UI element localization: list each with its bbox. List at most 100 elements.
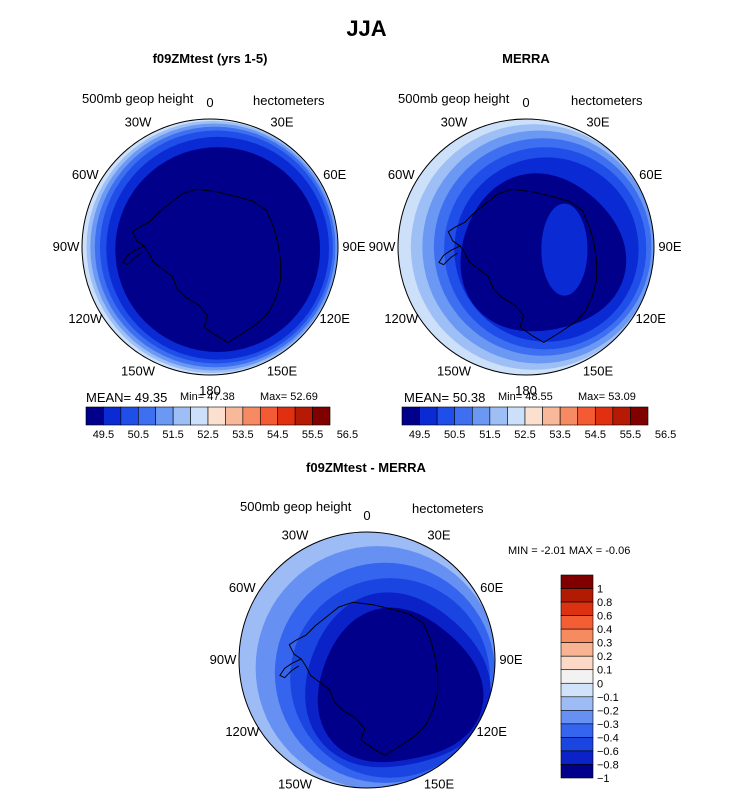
- obs-lon-label: 60E: [639, 167, 662, 182]
- model-colorbar-tick: 50.5: [128, 429, 149, 441]
- stats-minmax-diff: MIN = -2.01 MAX = -0.06: [508, 545, 630, 557]
- diff-lon-label: 150E: [424, 777, 455, 792]
- diff-colorbar-tick: −0.2: [597, 705, 619, 717]
- diff-colorbar-cell: [560, 628, 594, 643]
- diff-colorbar-tick: −1: [597, 773, 610, 785]
- obs-lon-label: 60W: [388, 167, 415, 182]
- panel-title-diff: f09ZMtest - MERRA: [306, 460, 426, 475]
- model-lon-label: 90E: [342, 239, 365, 254]
- stats-min-value: 48.55: [525, 391, 553, 403]
- diff-lon-label: 90E: [499, 652, 522, 667]
- model-map-boundary: [81, 118, 339, 376]
- stats-mean-value: 50.38: [452, 390, 486, 405]
- obs-colorbar-tick: 53.5: [549, 429, 570, 441]
- model-lon-label: 120W: [68, 311, 103, 326]
- model-colorbar-tick: 51.5: [162, 429, 183, 441]
- diff-colorbar-tick: 0.6: [597, 611, 612, 623]
- obs-lon-label: 30W: [441, 114, 468, 129]
- model-lon-label: 60E: [323, 167, 346, 182]
- obs-colorbar-tick: 50.5: [444, 429, 465, 441]
- diff-colorbar-tick: −0.1: [597, 692, 619, 704]
- diff-lon-label: 60E: [480, 580, 503, 595]
- model-colorbar-tick: 52.5: [197, 429, 218, 441]
- stats-max-label: Max=: [260, 391, 288, 403]
- stats-min-value: -2.01: [540, 545, 566, 557]
- obs-lon-label: 120W: [384, 311, 419, 326]
- units-label-model: hectometers: [253, 93, 325, 108]
- diff-lon-label: 120W: [225, 724, 260, 739]
- model-contour-band: [115, 147, 321, 352]
- stats-min-label: MIN =: [508, 545, 538, 557]
- stats-min-value: 47.38: [207, 391, 235, 403]
- stats-max-value: -0.06: [605, 545, 631, 557]
- obs-colorbar-tick: 51.5: [479, 429, 500, 441]
- stats-max-label: Max=: [578, 391, 606, 403]
- model-lon-label: 120E: [320, 311, 351, 326]
- diff-colorbar-cell: [560, 682, 594, 698]
- diff-colorbar-tick: 0: [597, 678, 603, 690]
- diff-colorbar-cell: [560, 669, 594, 684]
- model-colorbar-tick: 55.5: [302, 429, 323, 441]
- obs-lon-label: 30E: [586, 114, 609, 129]
- model-lon-label: 60W: [72, 167, 99, 182]
- diff-colorbar-cell: [560, 750, 594, 765]
- obs-contour-band: [541, 203, 588, 296]
- obs-coastline: [447, 188, 598, 343]
- diff-colorbar-cell: [560, 764, 594, 779]
- panel-title-model: f09ZMtest (yrs 1-5): [152, 51, 268, 66]
- stats-min-label: Min=: [498, 391, 523, 403]
- obs-lon-label: 150W: [437, 364, 472, 379]
- diff-lon-label: 30W: [282, 527, 309, 542]
- model-lon-label: 150W: [121, 364, 156, 379]
- field-label-model: 500mb geop height: [82, 91, 194, 106]
- diff-colorbar-tick: 0.8: [597, 597, 612, 609]
- stats-mean-label: MEAN=: [86, 390, 132, 405]
- stats-mean-label: MEAN=: [404, 390, 450, 405]
- diff-colorbar-tick: −0.8: [597, 760, 619, 772]
- obs-lon-label: 120E: [636, 311, 667, 326]
- diff-contour-band: [317, 607, 484, 763]
- diff-colorbar-tick: 0.1: [597, 665, 612, 677]
- diff-lon-label: 150W: [278, 777, 313, 792]
- diff-lon-label: 0: [363, 508, 370, 523]
- model-coastline: [131, 188, 282, 343]
- stats-min-obs: Min= 48.55: [498, 391, 553, 403]
- model-peninsula-coastline: [122, 245, 145, 266]
- model-colorbar-cell: [312, 406, 331, 426]
- obs-colorbar-cell: [630, 406, 649, 426]
- stats-max-value: 52.69: [290, 391, 318, 403]
- model-colorbar-tick: 49.5: [93, 429, 114, 441]
- diff-colorbar-cell: [560, 574, 594, 589]
- field-label-diff: 500mb geop height: [240, 499, 352, 514]
- field-label-obs: 500mb geop height: [398, 91, 510, 106]
- obs-lon-label: 180: [515, 383, 537, 398]
- stats-mean-value: 49.35: [134, 390, 168, 405]
- units-label-diff: hectometers: [412, 501, 484, 516]
- diff-colorbar-cell: [560, 723, 594, 738]
- diff-colorbar-cell: [560, 588, 594, 603]
- diff-lon-label: 180: [356, 796, 378, 798]
- model-lon-label: 180: [199, 383, 221, 398]
- diff-lon-label: 60W: [229, 580, 256, 595]
- stats-max-model: Max= 52.69: [260, 391, 318, 403]
- obs-lon-label: 90W: [369, 239, 396, 254]
- stats-max-value: 53.09: [608, 391, 636, 403]
- diff-colorbar-cell: [560, 710, 594, 725]
- model-colorbar-tick: 54.5: [267, 429, 288, 441]
- model-colorbar-tick: 53.5: [232, 429, 253, 441]
- units-label-obs: hectometers: [571, 93, 643, 108]
- diff-peninsula-coastline: [279, 658, 302, 679]
- diff-map-boundary: [238, 531, 496, 789]
- obs-lon-label: 150E: [583, 364, 614, 379]
- diff-colorbar-tick: 1: [597, 584, 603, 596]
- obs-map-boundary: [397, 118, 655, 376]
- diff-colorbar-cell: [560, 615, 594, 630]
- diff-colorbar-tick: 0.2: [597, 651, 612, 663]
- model-lon-label: 30W: [125, 114, 152, 129]
- model-lon-label: 30E: [270, 114, 293, 129]
